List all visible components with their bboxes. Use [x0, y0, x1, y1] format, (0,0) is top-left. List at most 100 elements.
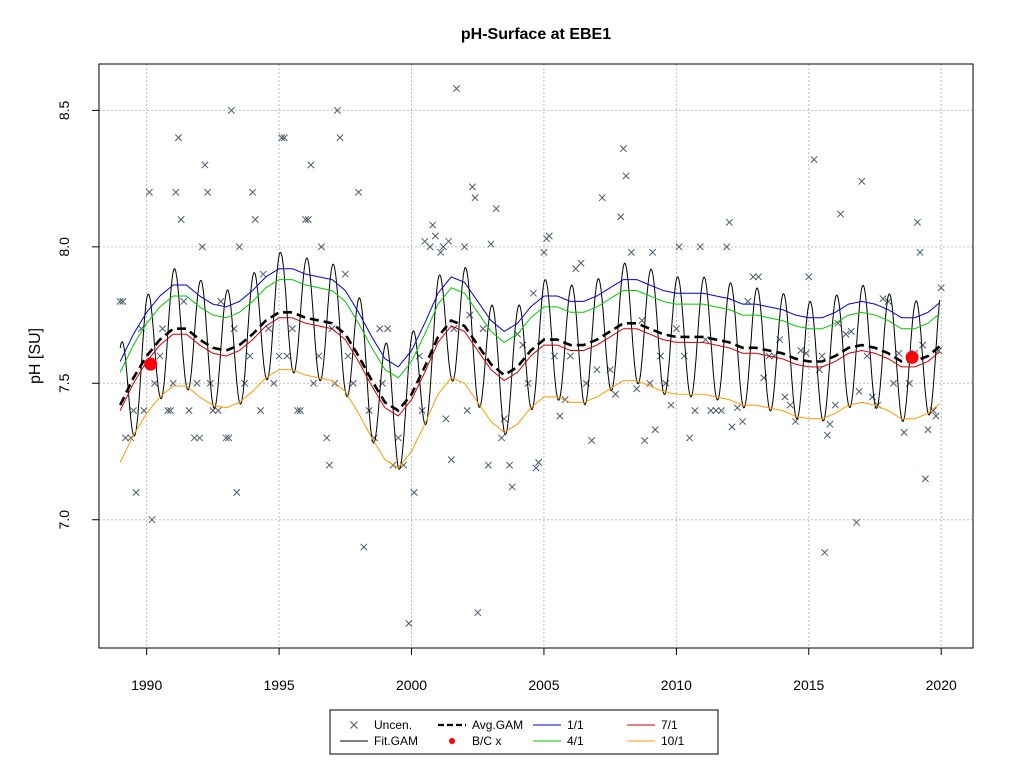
uncensored-point — [524, 379, 532, 387]
uncensored-point — [884, 297, 892, 305]
uncensored-point — [349, 379, 357, 387]
uncensored-point — [421, 237, 429, 245]
uncensored-point — [275, 352, 283, 360]
uncensored-point — [834, 319, 842, 327]
uncensored-point — [826, 420, 834, 428]
uncensored-point — [251, 215, 259, 224]
uncensored-point — [556, 412, 564, 420]
uncensored-point — [394, 434, 402, 442]
uncensored-point — [842, 330, 850, 338]
uncensored-point — [733, 404, 741, 412]
legend-label: B/C x — [472, 734, 501, 748]
uncensored-point — [831, 401, 839, 409]
uncensored-point — [174, 134, 183, 142]
uncensored-point — [638, 316, 646, 325]
uncensored-point — [129, 407, 137, 415]
uncensored-point — [325, 461, 333, 469]
uncensored-point — [712, 407, 720, 415]
jan-1-line — [119, 268, 940, 368]
uncensored-point — [754, 273, 763, 281]
uncensored-point — [360, 543, 368, 551]
uncensored-point — [214, 407, 222, 415]
y-tick-label: 8.0 — [56, 237, 72, 257]
uncensored-point — [847, 327, 855, 335]
uncensored-point — [924, 426, 932, 434]
uncensored-point — [323, 434, 331, 442]
uncensored-point — [280, 134, 288, 142]
uncensored-point — [675, 243, 683, 251]
uncensored-point — [405, 619, 413, 627]
uncensored-point — [593, 366, 601, 374]
uncensored-point — [916, 248, 924, 256]
uncensored-point — [259, 270, 267, 278]
uncensored-point — [376, 325, 384, 333]
uncensored-point — [598, 194, 606, 202]
uncensored-point — [145, 188, 153, 196]
uncensored-point — [633, 385, 641, 393]
uncensored-point — [805, 273, 813, 281]
uncensored-point — [230, 325, 238, 333]
uncensored-point — [468, 183, 476, 191]
uncensored-point — [879, 295, 887, 303]
uncensored-point — [445, 237, 453, 245]
uncensored-point — [164, 407, 172, 415]
uncensored-point — [505, 461, 514, 469]
uncensored-point — [177, 215, 185, 224]
uncensored-point — [296, 407, 304, 415]
uncensored-point — [728, 423, 736, 431]
uncensored-point — [723, 243, 731, 251]
uncensored-point — [791, 417, 800, 426]
uncensored-point — [431, 232, 439, 240]
uncensored-point — [622, 172, 630, 180]
uncensored-point — [257, 407, 265, 415]
uncensored-point — [209, 407, 217, 415]
uncensored-point — [151, 379, 159, 387]
uncensored-point — [333, 106, 341, 114]
uncensored-point — [691, 407, 699, 415]
uncensored-point — [837, 210, 845, 218]
uncensored-point — [429, 221, 437, 229]
bc-point — [144, 357, 158, 371]
uncensored-point — [201, 161, 209, 169]
uncensored-point — [545, 232, 553, 240]
legend-label: 10/1 — [661, 734, 685, 748]
uncensored-point — [627, 248, 635, 256]
legend-label: 7/1 — [661, 718, 678, 732]
uncensored-point — [529, 289, 537, 297]
uncensored-point — [307, 161, 315, 169]
uncensored-point — [460, 243, 469, 251]
uncensored-point — [190, 434, 198, 442]
uncensored-point — [344, 352, 352, 360]
uncensored-point — [686, 434, 694, 442]
uncensored-point — [749, 273, 757, 281]
uncensored-point — [484, 461, 492, 469]
uncensored-point — [463, 407, 471, 415]
uncensored-point — [249, 188, 257, 196]
uncensored-point — [193, 379, 201, 387]
uncensored-point — [437, 248, 445, 256]
uncensored-point — [172, 188, 180, 196]
legend-item: 1/1 — [533, 718, 584, 732]
uncensored-point — [283, 352, 291, 360]
oct-1-line — [119, 369, 940, 469]
axes: 1990 1995 2000 2005 2010 2015 2020 7.0 7.5 8.0 8.5 — [56, 100, 957, 693]
uncensored-point — [701, 336, 710, 344]
uncensored-point — [656, 352, 665, 360]
uncensored-point — [341, 270, 349, 278]
legend-label: 4/1 — [567, 734, 584, 748]
uncensored-point — [384, 325, 392, 333]
uncensored-point — [919, 341, 927, 349]
uncensored-point — [561, 396, 569, 404]
jul-1-line — [119, 317, 940, 417]
legend-item: 7/1 — [627, 718, 678, 732]
uncensored-point — [577, 259, 585, 267]
uncensored-point — [550, 352, 559, 360]
uncensored-point — [717, 407, 725, 415]
uncensored-point — [140, 407, 148, 415]
uncensored-point — [227, 106, 235, 114]
uncensored-point — [739, 417, 747, 426]
uncensored-point — [264, 325, 273, 333]
x-tick-label: 2010 — [661, 677, 692, 693]
legend-label: Uncen. — [374, 718, 412, 732]
uncensored-point — [572, 265, 580, 273]
